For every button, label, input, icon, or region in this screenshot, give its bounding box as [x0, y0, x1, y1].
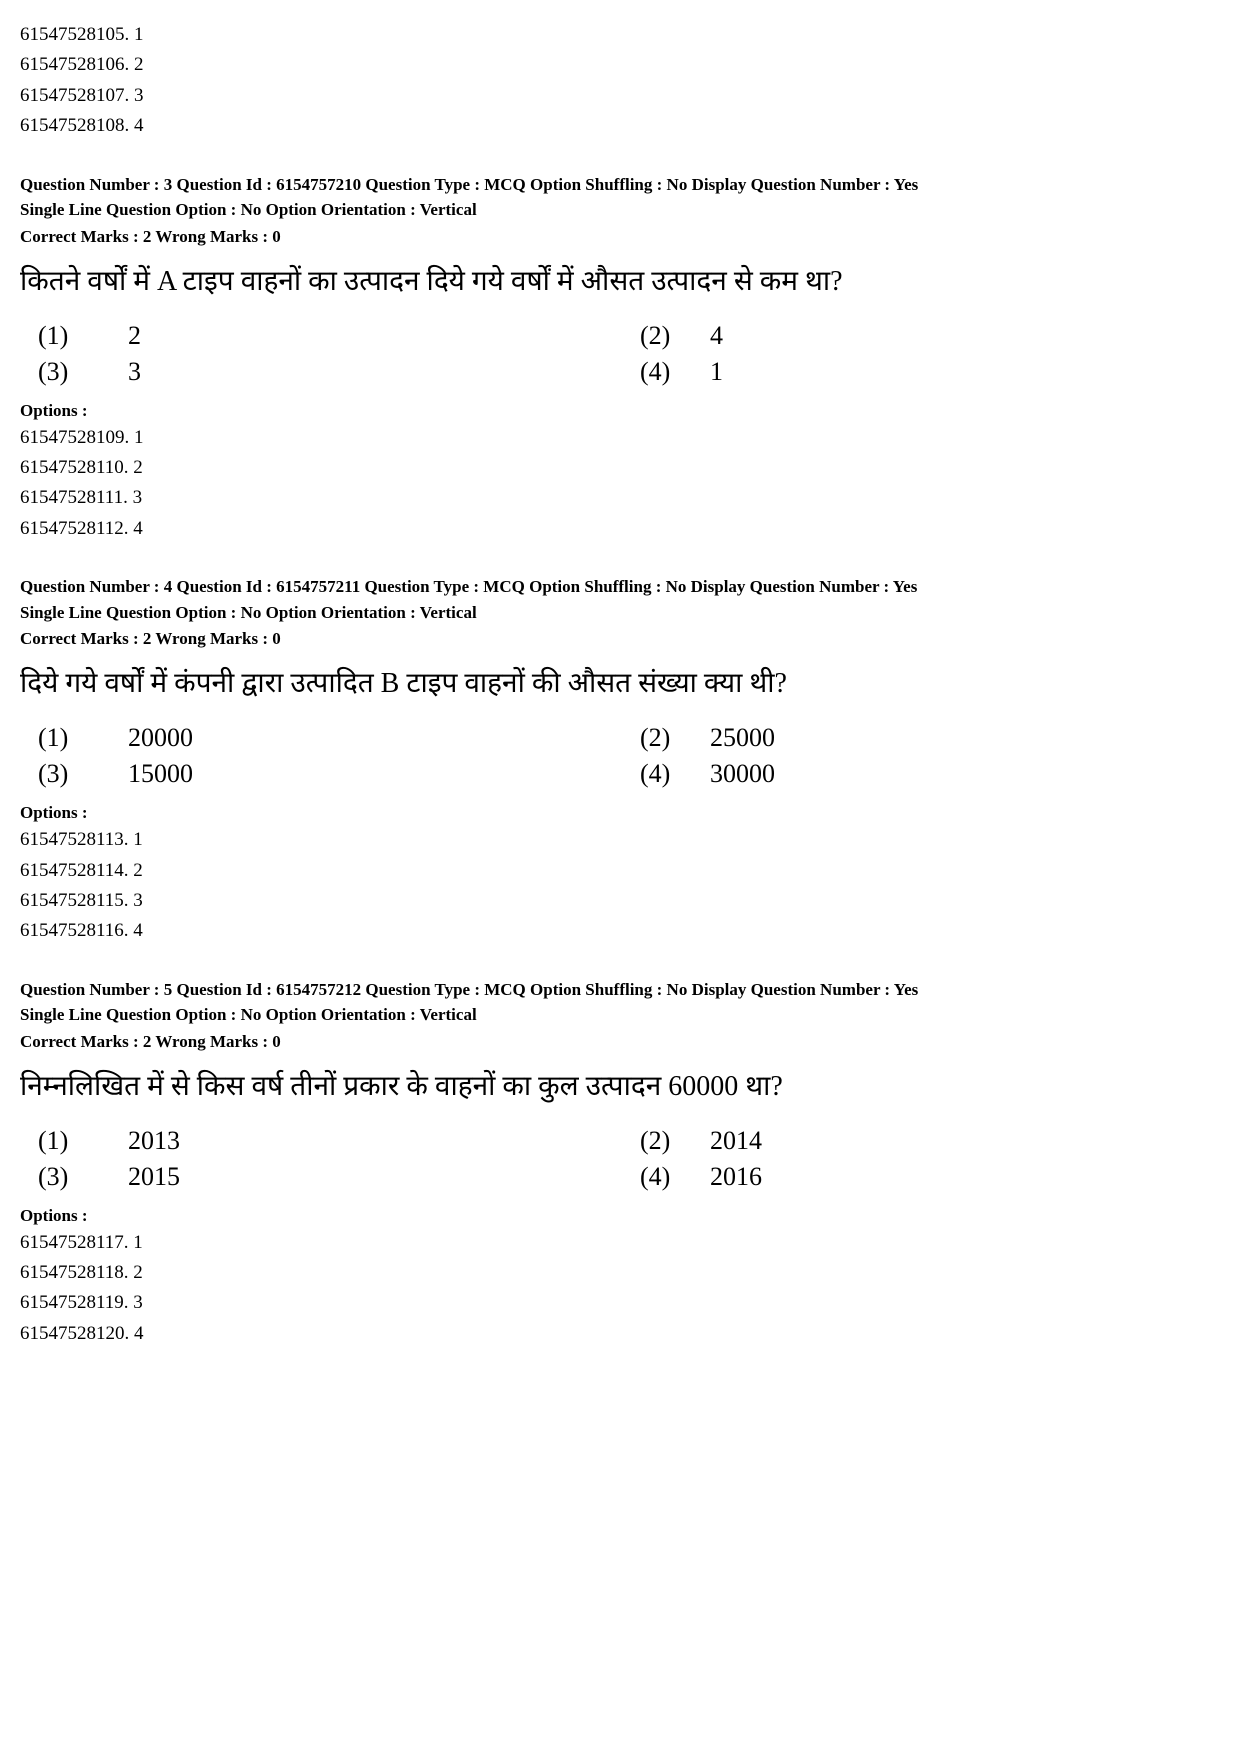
- question-header-line1: Question Number : 3 Question Id : 615475…: [20, 175, 918, 194]
- choice-number: (1): [20, 1126, 128, 1156]
- question-text: कितने वर्षों में A टाइप वाहनों का उत्पाद…: [20, 261, 1220, 299]
- question-header-line2: Single Line Question Option : No Option …: [20, 603, 477, 622]
- choice-left: (1) 2: [20, 321, 640, 351]
- choice-row: (1) 20000 (2) 25000: [20, 723, 1220, 753]
- choice-number: (2): [640, 321, 710, 351]
- option-line: 61547528109. 1: [20, 423, 1220, 453]
- choice-number: (3): [20, 759, 128, 789]
- question-text: निम्नलिखित में से किस वर्ष तीनों प्रकार …: [20, 1066, 1220, 1104]
- choice-value: 3: [128, 357, 141, 387]
- choice-left: (1) 20000: [20, 723, 640, 753]
- choice-number: (4): [640, 759, 710, 789]
- choice-number: (1): [20, 723, 128, 753]
- question-text: दिये गये वर्षों में कंपनी द्वारा उत्पादि…: [20, 663, 1220, 701]
- choice-left: (3) 3: [20, 357, 640, 387]
- choice-right: (4) 1: [640, 357, 723, 387]
- choice-number: (4): [640, 1162, 710, 1192]
- choice-number: (1): [20, 321, 128, 351]
- choice-right: (2) 25000: [640, 723, 775, 753]
- choice-value: 30000: [710, 759, 775, 789]
- question-block: Question Number : 4 Question Id : 615475…: [20, 574, 1220, 947]
- choice-right: (4) 2016: [640, 1162, 762, 1192]
- choice-right: (2) 4: [640, 321, 723, 351]
- choice-row: (1) 2013 (2) 2014: [20, 1126, 1220, 1156]
- choice-right: (4) 30000: [640, 759, 775, 789]
- marks-line: Correct Marks : 2 Wrong Marks : 0: [20, 1032, 1220, 1052]
- option-line: 61547528113. 1: [20, 825, 1220, 855]
- option-list: 61547528117. 1 61547528118. 2 6154752811…: [20, 1228, 1220, 1350]
- question-block: Question Number : 3 Question Id : 615475…: [20, 172, 1220, 545]
- option-line: 61547528106. 2: [20, 50, 1220, 80]
- choice-row: (1) 2 (2) 4: [20, 321, 1220, 351]
- choice-number: (2): [640, 1126, 710, 1156]
- question-header-line1: Question Number : 4 Question Id : 615475…: [20, 577, 917, 596]
- options-label: Options :: [20, 1206, 1220, 1226]
- choice-value: 2013: [128, 1126, 180, 1156]
- question-header: Question Number : 4 Question Id : 615475…: [20, 574, 1220, 625]
- choice-value: 4: [710, 321, 723, 351]
- choice-value: 25000: [710, 723, 775, 753]
- question-header-line2: Single Line Question Option : No Option …: [20, 200, 477, 219]
- options-label: Options :: [20, 401, 1220, 421]
- top-option-list: 61547528105. 1 61547528106. 2 6154752810…: [20, 20, 1220, 142]
- choice-left: (3) 2015: [20, 1162, 640, 1192]
- question-header-line2: Single Line Question Option : No Option …: [20, 1005, 477, 1024]
- choice-value: 15000: [128, 759, 193, 789]
- option-line: 61547528117. 1: [20, 1228, 1220, 1258]
- option-line: 61547528110. 2: [20, 453, 1220, 483]
- choice-left: (3) 15000: [20, 759, 640, 789]
- question-header: Question Number : 3 Question Id : 615475…: [20, 172, 1220, 223]
- option-line: 61547528119. 3: [20, 1288, 1220, 1318]
- question-header-line1: Question Number : 5 Question Id : 615475…: [20, 980, 918, 999]
- choice-row: (3) 15000 (4) 30000: [20, 759, 1220, 789]
- choice-left: (1) 2013: [20, 1126, 640, 1156]
- option-line: 61547528105. 1: [20, 20, 1220, 50]
- choice-value: 2016: [710, 1162, 762, 1192]
- marks-line: Correct Marks : 2 Wrong Marks : 0: [20, 227, 1220, 247]
- choice-row: (3) 3 (4) 1: [20, 357, 1220, 387]
- choice-number: (3): [20, 357, 128, 387]
- choice-value: 2015: [128, 1162, 180, 1192]
- choice-number: (4): [640, 357, 710, 387]
- choice-value: 1: [710, 357, 723, 387]
- choice-value: 2: [128, 321, 141, 351]
- question-block: Question Number : 5 Question Id : 615475…: [20, 977, 1220, 1350]
- option-line: 61547528107. 3: [20, 81, 1220, 111]
- options-label: Options :: [20, 803, 1220, 823]
- option-line: 61547528115. 3: [20, 886, 1220, 916]
- choice-value: 2014: [710, 1126, 762, 1156]
- option-line: 61547528111. 3: [20, 483, 1220, 513]
- marks-line: Correct Marks : 2 Wrong Marks : 0: [20, 629, 1220, 649]
- question-header: Question Number : 5 Question Id : 615475…: [20, 977, 1220, 1028]
- option-line: 61547528120. 4: [20, 1319, 1220, 1349]
- choice-row: (3) 2015 (4) 2016: [20, 1162, 1220, 1192]
- option-line: 61547528116. 4: [20, 916, 1220, 946]
- option-line: 61547528108. 4: [20, 111, 1220, 141]
- option-line: 61547528112. 4: [20, 514, 1220, 544]
- option-line: 61547528114. 2: [20, 856, 1220, 886]
- choice-number: (2): [640, 723, 710, 753]
- option-list: 61547528109. 1 61547528110. 2 6154752811…: [20, 423, 1220, 545]
- choice-value: 20000: [128, 723, 193, 753]
- option-line: 61547528118. 2: [20, 1258, 1220, 1288]
- choice-number: (3): [20, 1162, 128, 1192]
- option-list: 61547528113. 1 61547528114. 2 6154752811…: [20, 825, 1220, 947]
- choice-right: (2) 2014: [640, 1126, 762, 1156]
